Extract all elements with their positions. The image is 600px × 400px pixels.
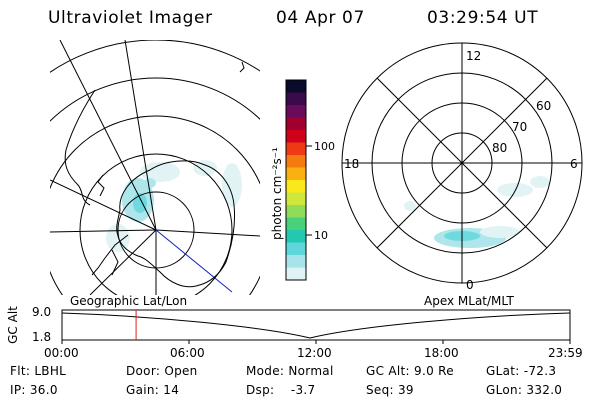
status-mode: Mode: Normal [246, 364, 334, 378]
colorbar-segment [286, 230, 306, 243]
status-filter: Flt: LBHL [10, 364, 67, 378]
colorbar-segment [286, 167, 306, 181]
colorbar-segment [286, 255, 306, 268]
altitude-x-ticks [61, 340, 571, 344]
south-america-coastline [64, 89, 96, 206]
longitude-grid [50, 40, 260, 295]
apex-mlt-spokes [342, 43, 582, 283]
altitude-plot-frame [61, 309, 571, 341]
colorbar-segment [286, 242, 306, 256]
colorbar-segment [286, 267, 306, 281]
colorbar-segment [286, 105, 306, 118]
geo-panel-label: Geographic Lat/Lon [70, 294, 188, 308]
colorbar-tick-label-100: 100 [314, 140, 335, 153]
mlt-label-0: 0 [466, 278, 474, 292]
altitude-xtick-2359: 23:59 [548, 346, 583, 360]
geographic-map [50, 40, 260, 295]
antarctic-peninsula [91, 234, 129, 276]
status-dsp: Dsp: -3.7 [246, 383, 316, 397]
colorbar [286, 80, 306, 281]
altitude-ylabel: GC Alt [5, 306, 20, 344]
status-door: Door: Open [126, 364, 198, 378]
colorbar-segment [286, 192, 306, 206]
altitude-plot [61, 309, 571, 344]
colorbar-segment [286, 130, 306, 143]
status-gain: Gain: 14 [126, 383, 180, 397]
colorbar-frame [285, 79, 307, 281]
colorbar-segment [286, 217, 306, 231]
apex-panel-label: Apex MLat/MLT [424, 294, 514, 308]
altitude-xtick-1200: 12:00 [297, 346, 332, 360]
antarctica-coastline [116, 160, 235, 288]
mlt-label-6: 6 [570, 157, 578, 171]
apex-polar-plot: 12 18 6 0 60 70 80 [341, 42, 583, 292]
aurora-emission-apex [404, 176, 550, 248]
colorbar-segment [286, 155, 306, 168]
altitude-ytick-top: 9.0 [32, 305, 52, 319]
colorbar-segment [286, 92, 306, 106]
island-outline [97, 174, 105, 197]
status-seq: Seq: 39 [366, 383, 414, 397]
island-outline-ne [239, 61, 245, 73]
mlt-label-18: 18 [344, 157, 359, 171]
mlt-label-12: 12 [466, 49, 481, 63]
altitude-xtick-0000: 00:00 [44, 346, 79, 360]
colorbar-tick-label-10: 10 [314, 229, 328, 242]
altitude-ytick-bottom: 1.8 [32, 330, 52, 344]
time-label: 03:29:54 UT [427, 8, 539, 28]
status-ip: IP: 36.0 [10, 383, 58, 397]
status-gc-alt: GC Alt: 9.0 Re [366, 364, 454, 378]
altitude-xtick-1800: 18:00 [424, 346, 459, 360]
status-glat: GLat: -72.3 [486, 364, 557, 378]
altitude-xtick-0600: 06:00 [170, 346, 205, 360]
colorbar-label: photon cm⁻²s⁻¹ [270, 147, 284, 240]
colorbar-segment [286, 80, 306, 93]
colorbar-segment [286, 117, 306, 131]
instrument-title: Ultraviolet Imager [48, 8, 213, 28]
mlat-label-70: 70 [512, 120, 527, 134]
mlat-label-60: 60 [536, 99, 551, 113]
colorbar-segment [286, 142, 306, 156]
colorbar-segment [286, 205, 306, 218]
mlat-label-80: 80 [492, 141, 507, 155]
date-label: 04 Apr 07 [276, 8, 365, 28]
altitude-curve [61, 312, 571, 339]
colorbar-segment [286, 180, 306, 193]
status-glon: GLon: 332.0 [486, 383, 563, 397]
subsolar-meridian [155, 229, 233, 293]
